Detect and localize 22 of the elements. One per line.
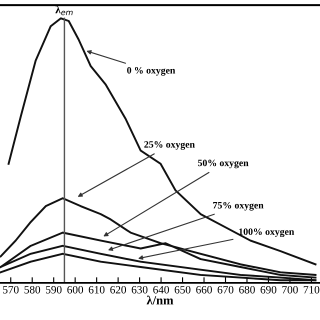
annotation: 0 % oxygen: [127, 67, 176, 76]
annotation: 25% oxygen: [144, 141, 195, 150]
x-tick-label: 590: [46, 286, 62, 294]
x-tick-label: 660: [196, 286, 212, 294]
x-tick-label: 580: [24, 286, 40, 294]
x-tick-label: 600: [67, 286, 84, 294]
x-tick-label: 630: [132, 286, 148, 294]
x-tick-label: 570: [3, 286, 19, 294]
ref-line-label: λ$_{em}$: [55, 5, 73, 16]
x-tick-label: 620: [110, 286, 126, 294]
x-tick-label: 700: [282, 286, 298, 294]
annotation: 75% oxygen: [213, 202, 264, 211]
x-tick-label: 670: [218, 286, 234, 294]
x-tick-label: 710: [304, 286, 320, 294]
annotation: 50% oxygen: [198, 160, 248, 168]
x-axis-title: λ/nm: [146, 296, 174, 305]
x-tick-label: 650: [174, 286, 190, 294]
annotation: 100% oxygen: [239, 228, 294, 238]
x-tick-label: 690: [260, 286, 276, 294]
x-tick-label: 640: [153, 286, 169, 294]
x-tick-label: 610: [88, 286, 105, 294]
x-tick-label: 680: [239, 286, 255, 294]
